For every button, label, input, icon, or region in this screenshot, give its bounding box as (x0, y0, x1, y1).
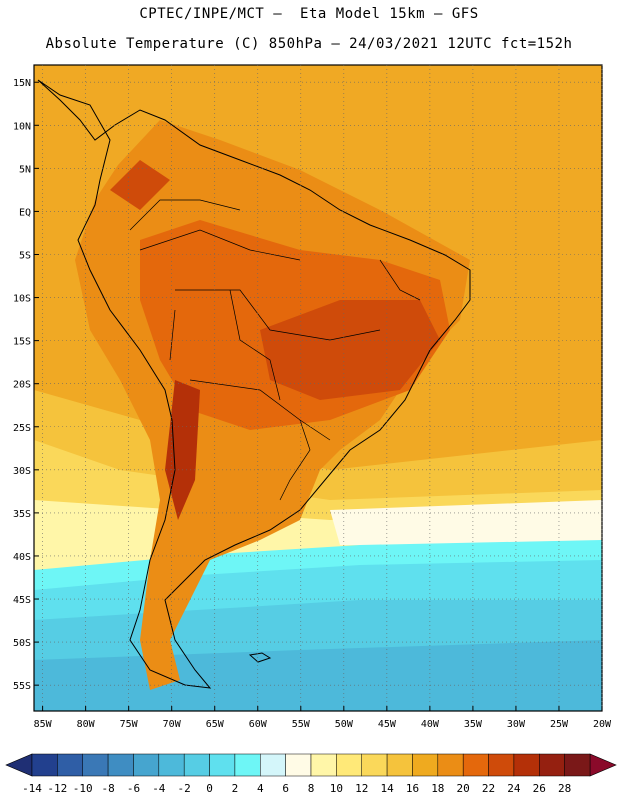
colorbar-box (361, 753, 388, 777)
lon-label: 65W (206, 719, 225, 730)
lon-label: 20W (593, 719, 612, 730)
lon-label: 55W (292, 719, 311, 730)
colorbar-label: 28 (558, 782, 571, 795)
lon-label: 45W (378, 719, 397, 730)
colorbar-label: 6 (282, 782, 289, 795)
colorbar-box (513, 753, 540, 777)
colorbar-label: -8 (101, 782, 114, 795)
colorbar-label: 26 (533, 782, 546, 795)
longitude-labels: 85W 80W 75W 70W 65W 60W 55W 50W 45W 40W 35W 30W 25W 2… (34, 719, 612, 730)
colorbar-box (412, 753, 439, 777)
map-title-line2: Absolute Temperature (C) 850hPa – 24/03/… (45, 36, 573, 52)
colorbar-box (82, 753, 109, 777)
colorbar-label: -14 (22, 782, 42, 795)
colorbar-box (234, 753, 261, 777)
lat-label: EQ (19, 207, 31, 218)
lat-label: 30S (13, 466, 31, 477)
colorbar-label: 8 (308, 782, 315, 795)
lon-label: 40W (421, 719, 440, 730)
colorbar-label: -4 (152, 782, 166, 795)
lat-label: 45S (13, 595, 31, 606)
lat-label: 25S (13, 423, 31, 434)
map-frame (33, 64, 603, 712)
map-field (34, 65, 602, 711)
colorbar-box (336, 753, 362, 777)
colorbar-label: -10 (73, 782, 93, 795)
lon-label: 75W (120, 719, 139, 730)
colorbar-box (158, 753, 185, 777)
colorbar-box (310, 753, 337, 777)
continent-hottest (260, 300, 440, 400)
colorbar-label: 20 (457, 782, 470, 795)
colorbar-box (260, 753, 286, 777)
lon-label: 70W (163, 719, 182, 730)
colorbar-box (539, 753, 565, 777)
lat-label: 5N (19, 164, 31, 175)
coastline (37, 79, 471, 689)
band-m2 (34, 640, 602, 711)
lat-label: 50S (13, 638, 31, 649)
lon-label: 25W (550, 719, 569, 730)
graticule (34, 65, 603, 711)
colorbar-label: -12 (47, 782, 67, 795)
lon-label: 80W (77, 719, 96, 730)
lat-label: 5S (19, 250, 31, 261)
lat-label: 40S (13, 552, 31, 563)
colorbar-under-arrow (5, 753, 33, 777)
colorbar-label: 4 (257, 782, 264, 795)
lon-label: 60W (249, 719, 268, 730)
colorbar-label: -2 (178, 782, 191, 795)
colorbar-box (462, 753, 489, 777)
colorbar-box (437, 753, 464, 777)
colorbar-label: 18 (431, 782, 444, 795)
lon-label: 85W (34, 719, 53, 730)
lon-label: 50W (335, 719, 354, 730)
colorbar-label: 24 (507, 782, 521, 795)
band-8 (330, 500, 602, 545)
lat-label: 10S (13, 294, 31, 305)
colorbar-over-arrow (589, 753, 617, 777)
lon-label: 30W (507, 719, 526, 730)
colorbar-box (183, 753, 210, 777)
colorbar-label: 10 (330, 782, 343, 795)
colorbar-box (57, 753, 83, 777)
colorbar-label: 12 (355, 782, 368, 795)
colorbar-box (386, 753, 413, 777)
colorbar-label: 2 (232, 782, 239, 795)
colorbar-box (31, 753, 58, 777)
lat-label: 15S (13, 337, 31, 348)
country-borders (129, 199, 421, 501)
colorbar-box (488, 753, 515, 777)
lat-label: 55S (13, 681, 31, 692)
colorbar-box (209, 753, 236, 777)
lat-label: 35S (13, 509, 31, 520)
colorbar-box (564, 753, 591, 777)
latitude-labels: 15N 10N 5N EQ 5S 10S 15S 20S 25S 30S 35S 40S 45S 50S 5… (13, 78, 31, 692)
colorbar-label: 22 (482, 782, 495, 795)
colorbar-box (285, 753, 312, 777)
colorbar-label: 16 (406, 782, 419, 795)
lon-label: 35W (464, 719, 483, 730)
colorbar-label: -6 (127, 782, 140, 795)
map-title-line1: CPTEC/INPE/MCT – Eta Model 15km – GFS (139, 6, 479, 22)
lat-label: 10N (13, 121, 31, 132)
colorbar-box (133, 753, 160, 777)
north-hot (110, 160, 170, 210)
colorbar-label: 14 (380, 782, 394, 795)
andes-hot (165, 380, 200, 520)
colorbar-label: 0 (206, 782, 213, 795)
colorbar-box (107, 753, 134, 777)
lat-label: 15N (13, 78, 31, 89)
lat-label: 20S (13, 380, 31, 391)
